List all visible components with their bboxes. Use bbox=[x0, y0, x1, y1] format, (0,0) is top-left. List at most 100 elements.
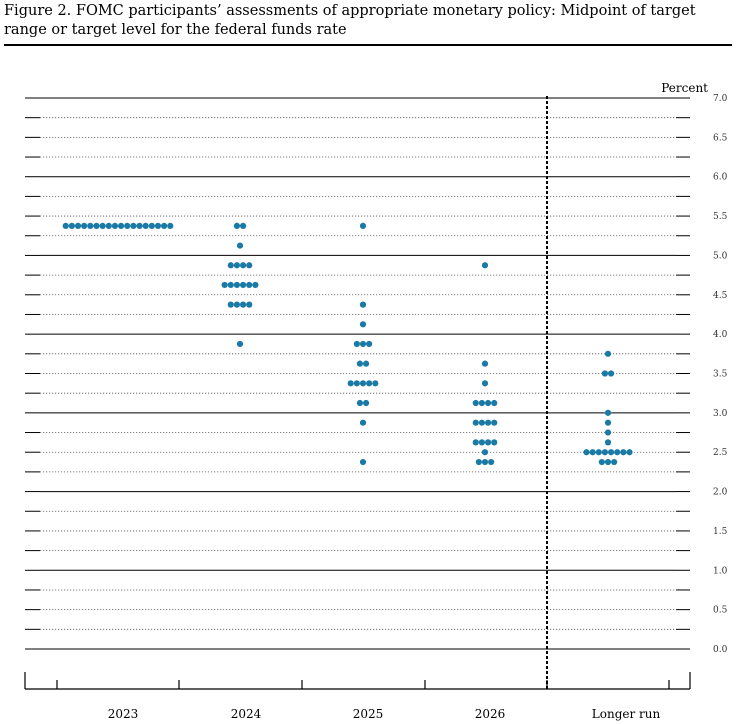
y-tick-label: 6.0 bbox=[713, 173, 728, 183]
y-tick-label: 7.0 bbox=[713, 94, 728, 104]
dot-marker bbox=[491, 419, 498, 426]
dot-marker bbox=[491, 439, 498, 446]
dot-marker bbox=[356, 360, 364, 367]
dot-marker bbox=[604, 458, 612, 466]
dot-marker bbox=[478, 419, 486, 426]
y-tick-label: 4.5 bbox=[713, 291, 728, 301]
dot-marker bbox=[233, 301, 241, 308]
y-tick-label: 1.5 bbox=[713, 527, 728, 537]
dot-marker bbox=[607, 370, 615, 377]
dot-marker bbox=[246, 301, 253, 308]
dot-marker bbox=[604, 419, 612, 426]
y-tick-label: 2.5 bbox=[713, 448, 728, 458]
dot-marker bbox=[353, 340, 360, 348]
dot-marker bbox=[124, 222, 131, 230]
y-tick-label: 0.5 bbox=[713, 606, 728, 616]
dot-marker bbox=[233, 222, 241, 230]
dot-marker bbox=[246, 262, 253, 269]
dot-marker bbox=[239, 281, 247, 289]
dot-marker bbox=[239, 301, 247, 308]
dot-marker bbox=[611, 458, 618, 466]
dot-marker bbox=[620, 449, 627, 456]
dot-marker bbox=[74, 222, 82, 230]
axes bbox=[24, 96, 691, 690]
dot-marker bbox=[136, 222, 143, 230]
dot-marker bbox=[614, 449, 621, 456]
dot-marker bbox=[359, 340, 367, 348]
dot-marker bbox=[99, 222, 106, 230]
dot-marker bbox=[488, 458, 495, 466]
dot-marker bbox=[481, 458, 489, 466]
dot-marker bbox=[604, 350, 612, 357]
dot-marker bbox=[589, 449, 596, 456]
dot-marker bbox=[236, 242, 244, 249]
gridlines bbox=[25, 97, 690, 650]
dot-marker bbox=[111, 222, 119, 230]
dot-marker bbox=[601, 449, 609, 456]
dot-marker bbox=[481, 449, 489, 456]
dot-marker bbox=[236, 340, 244, 348]
dot-marker bbox=[359, 419, 367, 426]
dot-marker bbox=[484, 439, 492, 446]
y-tick-label: 3.0 bbox=[713, 409, 728, 419]
y-axis-label: Percent bbox=[661, 81, 708, 95]
dot-marker bbox=[372, 380, 379, 387]
dot-marker bbox=[359, 380, 367, 387]
category-label: 2025 bbox=[353, 707, 384, 721]
dot-marker bbox=[161, 222, 168, 230]
dot-marker bbox=[484, 399, 492, 407]
dot-marker bbox=[366, 380, 373, 387]
dot-marker bbox=[68, 222, 75, 230]
dot-marker bbox=[601, 370, 609, 377]
dot-marker bbox=[154, 222, 162, 230]
dot-marker bbox=[359, 301, 367, 308]
y-tick-label: 0.0 bbox=[713, 645, 728, 655]
dot-marker bbox=[87, 222, 94, 230]
dot-marker bbox=[167, 222, 174, 230]
axis-labels: 0.0 0.5 1.0 1.5 2.0 2.5 3.0 3.5 4.0 4.5 5.0 5.5 6.0 6… bbox=[108, 81, 728, 721]
dot-marker bbox=[227, 281, 234, 289]
title-rule bbox=[4, 44, 732, 46]
dot-marker bbox=[62, 222, 69, 230]
dot-series bbox=[62, 222, 633, 466]
y-tick-label: 5.0 bbox=[713, 251, 728, 261]
dot-marker bbox=[221, 281, 228, 289]
dot-marker bbox=[227, 262, 234, 269]
dot-marker bbox=[481, 380, 489, 387]
dot-marker bbox=[604, 409, 612, 416]
category-label: 2023 bbox=[108, 707, 139, 721]
dot-marker bbox=[239, 222, 247, 230]
dot-marker bbox=[604, 439, 612, 446]
y-tick-label: 3.5 bbox=[713, 370, 728, 380]
dot-marker bbox=[366, 340, 373, 348]
category-label: 2026 bbox=[475, 707, 506, 721]
dot-marker bbox=[239, 262, 247, 269]
dot-marker bbox=[472, 399, 479, 407]
dot-marker bbox=[356, 399, 364, 407]
y-tick-label: 6.5 bbox=[713, 133, 728, 143]
dot-marker bbox=[148, 222, 155, 230]
dot-marker bbox=[142, 222, 149, 230]
dot-marker bbox=[598, 458, 605, 466]
dot-marker bbox=[626, 449, 633, 456]
dot-marker bbox=[595, 449, 602, 456]
y-tick-label: 1.0 bbox=[713, 566, 728, 576]
dot-marker bbox=[347, 380, 354, 387]
y-tick-label: 4.0 bbox=[713, 330, 728, 340]
dot-marker bbox=[478, 399, 486, 407]
dot-marker bbox=[472, 439, 479, 446]
dot-marker bbox=[93, 222, 100, 230]
dot-marker bbox=[252, 281, 259, 289]
dot-marker bbox=[362, 399, 370, 407]
dot-marker bbox=[604, 429, 612, 436]
dot-marker bbox=[105, 222, 112, 230]
dot-marker bbox=[362, 360, 370, 367]
dot-marker bbox=[491, 399, 498, 407]
dot-marker bbox=[481, 360, 489, 367]
dot-marker bbox=[359, 222, 367, 230]
dot-marker bbox=[246, 281, 253, 289]
dot-marker bbox=[353, 380, 360, 387]
dot-marker bbox=[117, 222, 125, 230]
dot-marker bbox=[607, 449, 615, 456]
